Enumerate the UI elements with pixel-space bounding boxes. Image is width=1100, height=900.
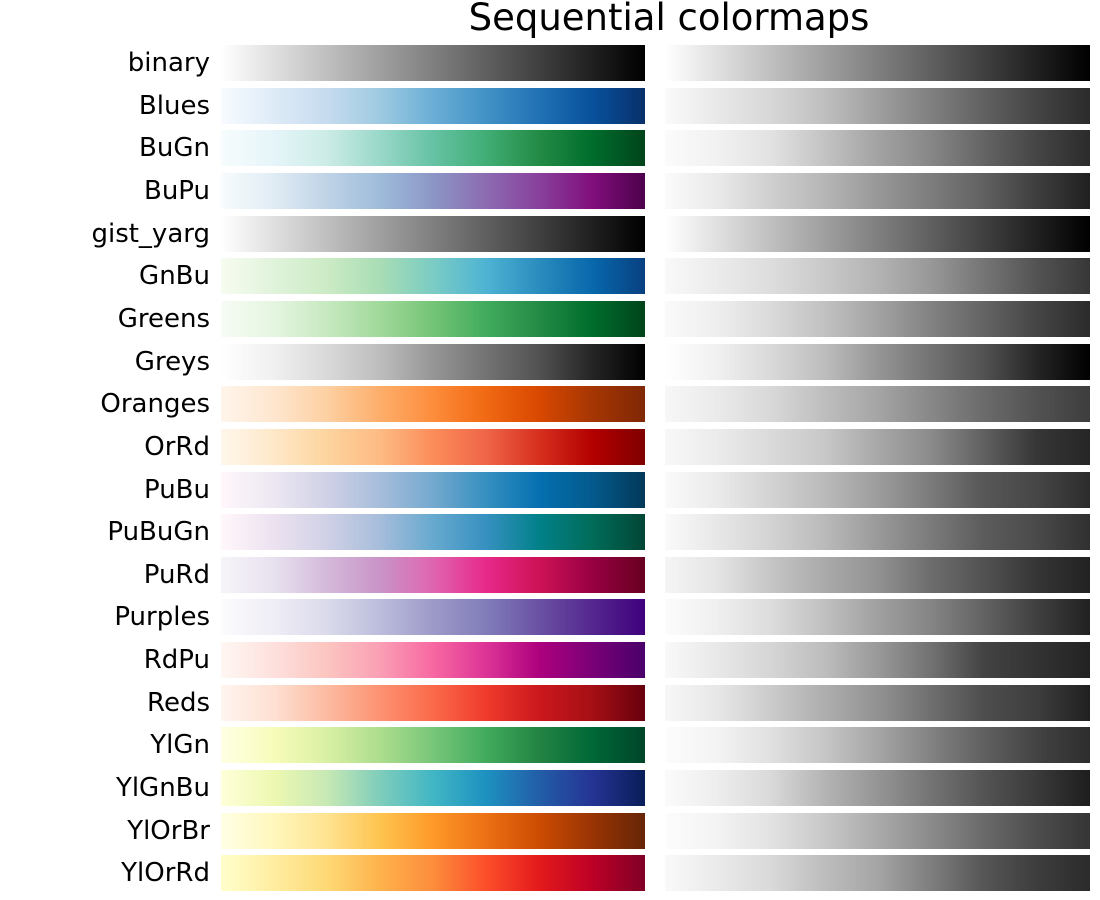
grayscale-bar (665, 300, 1090, 337)
colormap-row: OrRd (0, 428, 1100, 465)
grayscale-bar (665, 770, 1090, 806)
colormap-bar (221, 130, 645, 167)
colormap-row: BuGn (0, 130, 1100, 167)
grayscale-bar (665, 599, 1090, 636)
colormap-row: PuBu (0, 471, 1100, 508)
grayscale-bar (665, 258, 1090, 295)
colormap-bar (221, 599, 645, 636)
grayscale-bar (665, 727, 1090, 764)
grayscale-bar (665, 172, 1090, 209)
colormap-row: Greys (0, 343, 1100, 380)
colormap-label: Purples (114, 602, 210, 633)
colormap-bar (221, 386, 645, 423)
colormap-label: Greens (117, 303, 210, 334)
colormap-bar (221, 87, 645, 124)
colormap-row: gist_yarg (0, 215, 1100, 252)
colormap-label: BuPu (143, 175, 210, 206)
grayscale-bar (665, 343, 1090, 380)
colormap-label: Blues (138, 90, 210, 121)
grayscale-bar (665, 386, 1090, 423)
colormap-bar (221, 428, 645, 465)
colormap-label: YlOrBr (127, 815, 210, 846)
grayscale-bar (665, 130, 1090, 167)
colormap-row: PuRd (0, 556, 1100, 593)
colormap-bar (221, 215, 645, 252)
colormap-row: PuBuGn (0, 514, 1100, 551)
colormap-label: binary (127, 48, 210, 78)
colormap-row: RdPu (0, 642, 1100, 679)
colormap-bar (221, 642, 645, 679)
colormap-bar (221, 812, 645, 849)
colormap-row: GnBu (0, 258, 1100, 295)
colormap-label: Greys (134, 346, 210, 377)
grayscale-bar (665, 87, 1090, 124)
colormap-bar (221, 770, 645, 806)
colormap-label: BuGn (139, 133, 210, 164)
colormap-row: Greens (0, 300, 1100, 337)
colormap-label: Oranges (100, 389, 210, 420)
colormap-label: PuRd (143, 559, 210, 590)
colormap-label: PuBu (143, 474, 210, 505)
grayscale-bar (665, 812, 1090, 849)
colormap-bar (221, 45, 645, 81)
colormap-row: YlOrRd (0, 855, 1100, 892)
grayscale-bar (665, 45, 1090, 81)
colormap-row: YlOrBr (0, 812, 1100, 849)
grayscale-bar (665, 471, 1090, 508)
colormap-label: OrRd (144, 431, 210, 462)
colormap-label: PuBuGn (107, 517, 210, 548)
colormap-row: Reds (0, 684, 1100, 721)
colormap-row: Blues (0, 87, 1100, 124)
colormap-bar (221, 684, 645, 721)
grayscale-bar (665, 855, 1090, 892)
colormap-bar (221, 471, 645, 508)
colormap-bar (221, 727, 645, 764)
colormap-label: RdPu (143, 645, 210, 676)
grayscale-bar (665, 642, 1090, 679)
colormap-row: YlGn (0, 727, 1100, 764)
colormap-bar (221, 514, 645, 551)
colormap-bar (221, 855, 645, 892)
colormap-label: YlGnBu (115, 773, 210, 803)
grayscale-bar (665, 684, 1090, 721)
colormap-label: YlOrRd (121, 858, 210, 889)
colormap-bar (221, 556, 645, 593)
colormap-label: YlGn (150, 730, 210, 761)
grayscale-bar (665, 428, 1090, 465)
grayscale-bar (665, 514, 1090, 551)
grayscale-bar (665, 215, 1090, 252)
colormap-bar (221, 172, 645, 209)
colormap-bar (221, 343, 645, 380)
chart-title: Sequential colormaps (468, 0, 870, 39)
colormap-label: GnBu (139, 261, 210, 292)
colormap-row: Purples (0, 599, 1100, 636)
colormap-row: BuPu (0, 172, 1100, 209)
colormap-label: Reds (147, 687, 210, 718)
colormap-label: gist_yarg (91, 218, 210, 249)
colormap-bar (221, 258, 645, 295)
grayscale-bar (665, 556, 1090, 593)
colormap-row: YlGnBu (0, 770, 1100, 806)
colormap-row: Oranges (0, 386, 1100, 423)
colormap-row: binary (0, 45, 1100, 81)
colormap-bar (221, 300, 645, 337)
